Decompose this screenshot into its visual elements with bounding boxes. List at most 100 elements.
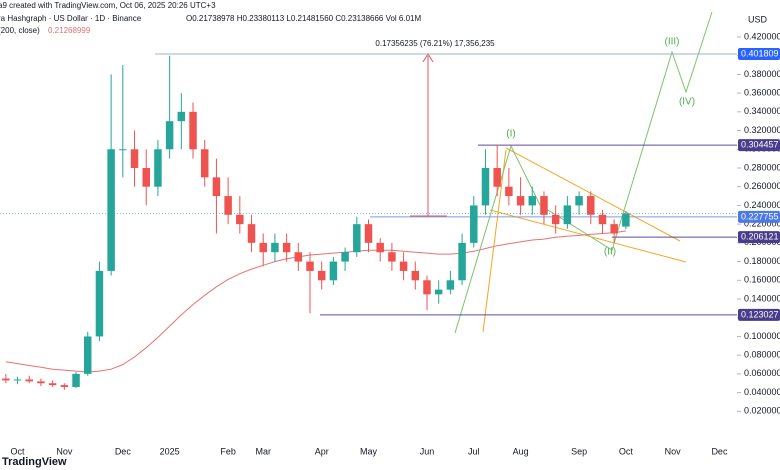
- candle-body: [551, 214, 560, 225]
- price-tag-label: 0.304457: [741, 139, 779, 149]
- candle-body: [598, 214, 607, 225]
- candle-body: [411, 270, 420, 281]
- measure-label: 0.17356235 (76.21%) 17,356,235: [375, 39, 495, 48]
- y-tick-label: 0.4200000: [744, 31, 780, 41]
- candle-body: [271, 242, 279, 253]
- x-tick-label: Nov: [56, 446, 73, 456]
- x-tick-label: Jun: [420, 446, 435, 456]
- candle-body: [505, 186, 513, 197]
- x-tick-label: May: [360, 446, 378, 456]
- candle-body: [528, 196, 537, 206]
- header-symbol: ra Hashgraph · US Dollar · 1D · Binance: [0, 14, 142, 23]
- candle-body: [177, 111, 186, 122]
- trend-line: [482, 149, 507, 333]
- x-tick-label: Jul: [468, 446, 480, 456]
- x-tick-label: 2025: [160, 446, 180, 456]
- candle-body: [130, 149, 139, 168]
- candle-body: [83, 336, 92, 374]
- candle-body: [154, 149, 162, 187]
- candle-body: [470, 205, 478, 243]
- x-tick-label: Oct: [619, 446, 634, 456]
- x-tick-label: Nov: [665, 446, 682, 456]
- candle-body: [189, 111, 197, 150]
- candle-body: [37, 381, 45, 384]
- wave-label: (III): [665, 37, 680, 48]
- x-tick-label: Dec: [115, 446, 132, 456]
- candle-body: [95, 270, 104, 337]
- trend-line: [505, 147, 681, 242]
- price-tag-label: 0.401809: [741, 48, 779, 58]
- candle-body: [165, 121, 174, 150]
- candle-body: [353, 224, 361, 253]
- candle-body: [610, 224, 618, 234]
- candle-body: [142, 167, 150, 187]
- x-tick-label: Apr: [315, 446, 329, 456]
- x-tick-label: Sep: [571, 446, 587, 456]
- wave-label: (II): [604, 247, 616, 258]
- candle-body: [516, 196, 525, 206]
- header-ma-value: 0.21268999: [48, 26, 91, 35]
- price-tag-label: 0.206121: [741, 232, 779, 242]
- candle-body: [2, 378, 10, 381]
- candle-body: [294, 252, 303, 262]
- candle-body: [341, 252, 349, 262]
- candle-body: [540, 196, 548, 215]
- trend-line: [489, 209, 687, 263]
- candle-body: [224, 196, 232, 215]
- wave-path: [454, 11, 713, 334]
- candle-body: [13, 379, 22, 381]
- price-tag: [738, 231, 780, 244]
- candle-body: [72, 373, 80, 387]
- candle-body: [259, 242, 267, 253]
- candle-body: [622, 213, 630, 227]
- candle-body: [306, 261, 314, 271]
- candle-body: [376, 242, 384, 253]
- candle-body: [236, 214, 244, 225]
- logo: TradingView: [2, 456, 67, 468]
- candle-body: [119, 149, 127, 151]
- candle-body: [481, 167, 490, 206]
- candle-body: [493, 167, 501, 187]
- x-tick-label: Feb: [220, 446, 236, 456]
- candle-body: [364, 224, 373, 243]
- candle-body: [563, 205, 572, 225]
- candle-body: [587, 196, 595, 215]
- candle-body: [423, 280, 431, 295]
- candle-body: [282, 242, 291, 253]
- candle-body: [575, 196, 583, 206]
- candle-body: [247, 224, 256, 243]
- wave-label: (I): [506, 129, 515, 140]
- candle-body: [200, 149, 209, 178]
- header-credit: a9 created with TradingView.com, Oct 06,…: [0, 1, 216, 10]
- price-tag-label: 0.123027: [741, 309, 779, 319]
- currency-label: USD: [748, 14, 768, 24]
- candle-body: [446, 280, 455, 290]
- price-tag: [738, 47, 780, 60]
- x-tick-label: Mar: [255, 446, 271, 456]
- x-tick-label: Oct: [11, 446, 26, 456]
- x-tick-label: Aug: [513, 446, 529, 456]
- candle-body: [48, 383, 57, 386]
- candle-body: [458, 242, 466, 281]
- price-tag: [738, 308, 780, 321]
- price-tag-label: 0.227755: [741, 211, 779, 221]
- candle-body: [329, 261, 338, 281]
- candle-body: [399, 261, 408, 271]
- header-ma: (200, close): [0, 26, 40, 35]
- price-tag: [738, 139, 780, 152]
- x-tick-label: Dec: [711, 446, 728, 456]
- candle-body: [317, 270, 326, 281]
- candle-body: [212, 177, 221, 197]
